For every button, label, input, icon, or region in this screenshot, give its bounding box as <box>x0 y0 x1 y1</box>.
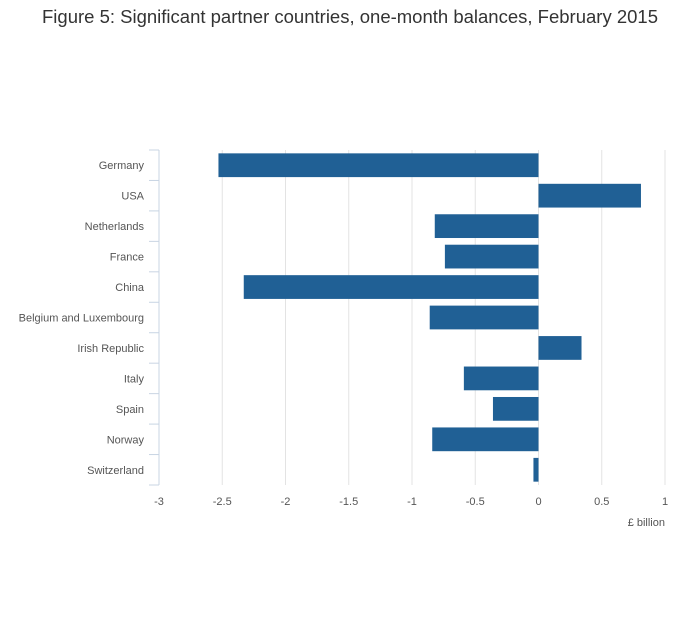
bar <box>538 183 641 208</box>
bar <box>432 427 539 452</box>
category-label: Netherlands <box>85 221 145 233</box>
bar <box>434 214 539 239</box>
x-tick-labels: -3 -2.5 -2 -1.5 -1 -0.5 0 0.5 1 <box>154 496 668 508</box>
chart-title: Figure 5: Significant partner countries,… <box>42 6 658 27</box>
bar <box>538 336 582 360</box>
category-label: USA <box>121 191 144 203</box>
x-tick-label: -1.5 <box>339 496 358 508</box>
category-label: Irish Republic <box>77 343 144 355</box>
x-tick-label: -2 <box>281 496 291 508</box>
x-tick-label: -1 <box>407 496 417 508</box>
bar <box>463 366 539 391</box>
x-tick-label: 0.5 <box>594 496 609 508</box>
category-axis <box>149 149 160 486</box>
x-tick-label: -2.5 <box>213 496 232 508</box>
bar <box>533 457 539 482</box>
category-label: China <box>115 282 145 294</box>
category-label: Italy <box>124 373 145 385</box>
x-tick-label: -0.5 <box>466 496 485 508</box>
x-axis-title: £ billion <box>628 517 665 529</box>
category-label: Spain <box>116 404 144 416</box>
bar <box>243 275 539 299</box>
x-tick-label: -3 <box>154 496 164 508</box>
bar <box>492 396 539 421</box>
category-labels: Germany USA Netherlands France China Belgium … <box>19 160 145 477</box>
bars <box>218 153 641 482</box>
category-label: Switzerland <box>87 465 144 477</box>
category-label: Belgium and Luxembourg <box>19 313 144 325</box>
category-label: Germany <box>99 160 145 172</box>
category-label: Norway <box>107 434 145 446</box>
category-label: France <box>110 252 144 264</box>
bar <box>218 153 539 178</box>
bar <box>444 244 539 269</box>
x-tick-label: 1 <box>662 496 668 508</box>
bar <box>429 305 539 330</box>
x-tick-label: 0 <box>535 496 541 508</box>
